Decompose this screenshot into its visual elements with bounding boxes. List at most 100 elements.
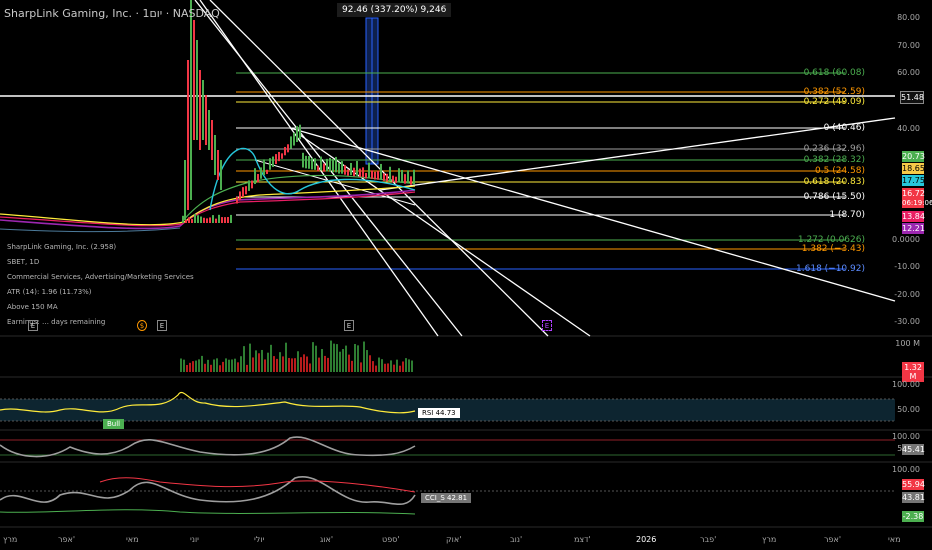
osc2-line bbox=[0, 476, 416, 505]
price-axis-label: -10.00 bbox=[894, 262, 920, 271]
earnings-icon[interactable]: E bbox=[157, 320, 167, 331]
volume-bar bbox=[228, 359, 230, 372]
volume-bar bbox=[180, 358, 182, 372]
price-badge: 51.48 bbox=[900, 91, 924, 104]
candle bbox=[389, 166, 391, 181]
volume-bar bbox=[330, 340, 332, 372]
candle bbox=[203, 217, 205, 223]
fib-label: -0.618 (60.08) bbox=[800, 68, 865, 78]
chart-title[interactable]: SharpLink Gaming, Inc. · 1יום · NASDAQ bbox=[4, 7, 220, 20]
cci-tag: CCI_S 42.81 bbox=[421, 493, 472, 503]
candle bbox=[374, 171, 376, 180]
volume-bar bbox=[387, 363, 389, 372]
legend-sector: Commercial Services, Advertising/Marketi… bbox=[7, 273, 194, 281]
fib-label: -0.382 (52.59) bbox=[800, 87, 865, 97]
candle bbox=[338, 162, 340, 174]
candle bbox=[398, 168, 400, 183]
candle bbox=[224, 217, 226, 223]
volume-bar bbox=[222, 361, 224, 372]
legend-atr[interactable]: ATR (14): 1.96 (11.73%) bbox=[7, 288, 92, 296]
volume-bar bbox=[411, 360, 413, 372]
volume-axis-label: 100 M bbox=[895, 339, 920, 348]
candle bbox=[214, 135, 216, 175]
volume-bar bbox=[405, 358, 407, 372]
osc1-badge: 45.41 bbox=[902, 444, 925, 455]
osc2-signal bbox=[99, 477, 416, 493]
time-axis-label: מאי bbox=[888, 535, 901, 544]
candle bbox=[380, 163, 382, 180]
volume-bar bbox=[276, 358, 278, 372]
candle bbox=[395, 176, 397, 183]
price-axis-label: 40.00 bbox=[897, 124, 920, 133]
price-badge: 17.75 bbox=[902, 175, 925, 186]
candle bbox=[220, 160, 222, 190]
candle bbox=[221, 217, 223, 223]
volume-bar bbox=[360, 362, 362, 372]
candle bbox=[371, 170, 373, 179]
trend-line bbox=[254, 159, 416, 206]
volume-bar bbox=[204, 363, 206, 372]
volume-bar bbox=[372, 361, 374, 372]
volume-bar bbox=[375, 365, 377, 372]
volume-bar bbox=[309, 363, 311, 372]
price-candles bbox=[182, 0, 415, 223]
candle bbox=[272, 156, 274, 167]
time-axis-label: נוב' bbox=[510, 535, 523, 544]
time-axis-label: אוק' bbox=[446, 535, 462, 544]
trend-line bbox=[194, 0, 463, 337]
earnings-icon[interactable]: E bbox=[28, 320, 38, 331]
volume-bar bbox=[300, 357, 302, 372]
candle bbox=[284, 146, 286, 156]
candle bbox=[362, 167, 364, 178]
volume-bar bbox=[312, 342, 314, 372]
legend-interval: SBET, 1D bbox=[7, 258, 40, 266]
time-axis-label: ספט' bbox=[382, 535, 400, 544]
volume-bar bbox=[351, 360, 353, 372]
candle bbox=[251, 180, 253, 189]
legend-symbol[interactable]: SharpLink Gaming, Inc. (2.958) bbox=[7, 243, 117, 251]
volume-bar bbox=[183, 359, 185, 372]
volume-bar bbox=[219, 365, 221, 372]
time-axis-label: יולי bbox=[254, 535, 265, 544]
time-axis-label: פבר' bbox=[700, 535, 717, 544]
volume-bar bbox=[402, 361, 404, 372]
legend-above-ma[interactable]: Above 150 MA bbox=[7, 303, 58, 311]
legend-earnings[interactable]: Earnings: … days remaining bbox=[7, 318, 106, 326]
volume-bar bbox=[282, 356, 284, 372]
time-axis-label: מאי bbox=[126, 535, 139, 544]
osc2-baseline bbox=[0, 509, 416, 515]
volume-bar bbox=[408, 359, 410, 372]
candle bbox=[332, 159, 334, 173]
volume-bar bbox=[366, 350, 368, 372]
candle bbox=[323, 163, 325, 172]
candle bbox=[275, 154, 277, 165]
earnings-icon[interactable]: E bbox=[344, 320, 354, 331]
candle bbox=[335, 156, 337, 173]
osc2-badge: 55.94 bbox=[902, 479, 925, 490]
volume-bar bbox=[240, 356, 242, 372]
volume-bar bbox=[336, 344, 338, 372]
volume-bar bbox=[195, 360, 197, 372]
volume-bar bbox=[213, 359, 215, 372]
fib-label: 1.382 (−3.43) bbox=[801, 244, 865, 254]
candle bbox=[296, 126, 298, 143]
time-axis-label: מרץ bbox=[762, 535, 777, 544]
candle bbox=[344, 165, 346, 175]
countdown-badge: 06:19:06 bbox=[902, 198, 932, 208]
dividend-icon[interactable]: $ bbox=[137, 320, 147, 331]
osc1-axis-label: 100.00 bbox=[892, 432, 920, 441]
volume-bar bbox=[249, 343, 251, 372]
rsi-axis-label: 100.00 bbox=[892, 380, 920, 389]
volume-bar bbox=[201, 355, 203, 372]
earnings-future-icon[interactable]: E bbox=[542, 320, 552, 331]
candle bbox=[320, 156, 322, 171]
candle bbox=[317, 165, 319, 172]
volume-bar bbox=[246, 364, 248, 372]
volume-badge: 1.32 M bbox=[902, 362, 924, 382]
volume-bar bbox=[291, 358, 293, 372]
volume-bar bbox=[333, 343, 335, 372]
time-axis-label: אפר' bbox=[58, 535, 76, 544]
candle bbox=[311, 157, 313, 170]
volume-bar bbox=[279, 352, 281, 372]
bull-label: Bull bbox=[103, 419, 125, 429]
